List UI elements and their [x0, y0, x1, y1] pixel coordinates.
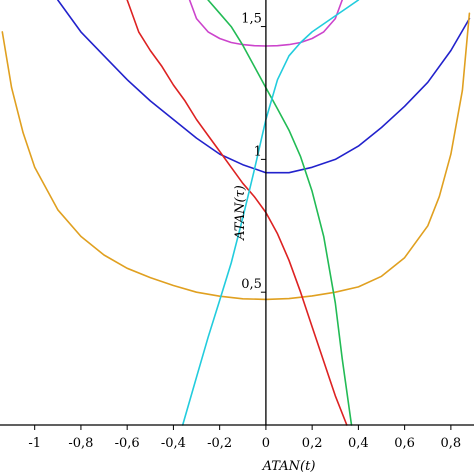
series-3-line — [1, 12, 471, 301]
x-tick-label: -0,2 — [207, 436, 232, 451]
x-tick-label: -0,4 — [161, 436, 186, 451]
x-axis-title: ATAN(t) — [262, 459, 316, 474]
x-tick-label: 0 — [262, 436, 270, 451]
x-tick-label: -0,8 — [68, 436, 93, 451]
x-tick-label: -1 — [28, 436, 41, 451]
x-tick-label: 0,4 — [348, 436, 369, 451]
y-ticks: 0,5 1 1,5 — [241, 12, 266, 293]
y-tick-label: 0,5 — [241, 277, 262, 292]
series-5-line — [207, 0, 353, 426]
x-tick-label: 0,2 — [302, 436, 323, 451]
x-tick-label: -0,6 — [115, 436, 140, 451]
x-ticks: -1 -0,8 -0,6 -0,4 -0,2 0 0,2 0,4 0,6 0,8 — [28, 425, 461, 451]
curves-layer — [1, 0, 471, 426]
y-axis-title: ATAN(τ) — [233, 185, 248, 241]
y-tick-label: 1 — [254, 144, 262, 159]
x-tick-label: 0,8 — [441, 436, 462, 451]
series-2-line — [57, 0, 471, 174]
axes-layer — [0, 0, 474, 426]
series-6-line — [181, 0, 360, 426]
y-tick-label: 1,5 — [241, 12, 262, 27]
x-tick-label: 0,6 — [394, 436, 415, 451]
series-4-line — [126, 0, 348, 426]
